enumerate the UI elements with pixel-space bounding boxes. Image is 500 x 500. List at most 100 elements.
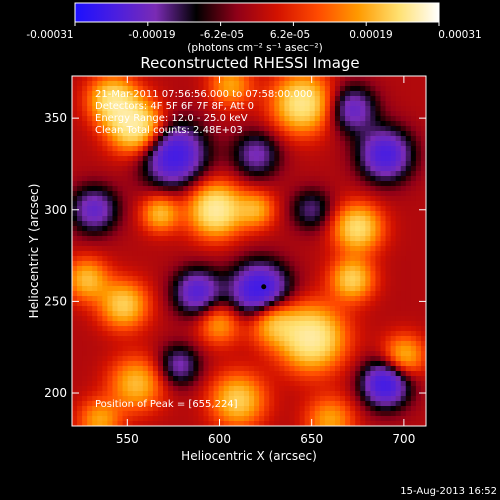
heatmap-cell: [213, 401, 220, 407]
heatmap-cell: [370, 381, 377, 387]
heatmap-cell: [178, 81, 184, 87]
heatmap-cell: [304, 366, 311, 372]
heatmap-cell: [147, 396, 154, 402]
heatmap-cell: [259, 391, 265, 397]
heatmap-cell: [360, 106, 366, 112]
heatmap-cell: [233, 141, 240, 147]
heatmap-cell: [395, 236, 402, 242]
heatmap-cell: [304, 211, 311, 217]
heatmap-cell: [183, 386, 189, 392]
heatmap-cell: [350, 101, 356, 107]
heatmap-cell: [213, 156, 220, 162]
heatmap-cell: [173, 246, 179, 252]
heatmap-cell: [188, 346, 194, 352]
heatmap-cell: [420, 321, 426, 327]
heatmap-cell: [400, 366, 407, 372]
heatmap-cell: [400, 236, 407, 242]
heatmap-cell: [324, 306, 331, 312]
heatmap-cell: [218, 296, 225, 302]
heatmap-cell: [203, 116, 210, 122]
heatmap-cell: [350, 141, 356, 147]
heatmap-cell: [97, 346, 103, 352]
heatmap-cell: [213, 101, 220, 107]
heatmap-cell: [147, 256, 154, 262]
heatmap-cell: [208, 81, 215, 87]
heatmap-cell: [183, 306, 189, 312]
heatmap-cell: [294, 331, 301, 337]
heatmap-cell: [400, 146, 407, 152]
heatmap-cell: [294, 216, 301, 222]
heatmap-cell: [324, 186, 331, 192]
heatmap-cell: [112, 366, 119, 372]
heatmap-cell: [117, 76, 124, 82]
heatmap-cell: [289, 386, 296, 392]
heatmap-cell: [183, 96, 189, 102]
heatmap-cell: [112, 321, 119, 327]
heatmap-cell: [319, 271, 326, 277]
heatmap-cell: [279, 416, 285, 422]
heatmap-cell: [127, 201, 134, 207]
heatmap-cell: [274, 91, 280, 97]
heatmap-cell: [122, 111, 129, 117]
heatmap-cell: [309, 186, 316, 192]
heatmap-cell: [112, 226, 119, 232]
heatmap-cell: [112, 286, 119, 292]
heatmap-cell: [319, 371, 326, 377]
heatmap-cell: [370, 221, 377, 227]
heatmap-cell: [314, 366, 321, 372]
heatmap-cell: [259, 316, 265, 322]
heatmap-cell: [218, 96, 225, 102]
heatmap-cell: [299, 291, 306, 297]
heatmap-cell: [107, 386, 114, 392]
heatmap-cell: [294, 421, 301, 426]
heatmap-cell: [249, 201, 255, 207]
heatmap-cell: [92, 156, 98, 162]
heatmap-cell: [385, 351, 392, 357]
heatmap-cell: [319, 346, 326, 352]
heatmap-cell: [400, 151, 407, 157]
heatmap-cell: [72, 246, 78, 252]
heatmap-cell: [168, 176, 174, 182]
heatmap-cell: [142, 366, 149, 372]
heatmap-cell: [183, 396, 189, 402]
heatmap-cell: [163, 116, 169, 122]
heatmap-cell: [365, 286, 371, 292]
heatmap-cell: [122, 141, 129, 147]
heatmap-cell: [329, 261, 336, 267]
heatmap-cell: [314, 306, 321, 312]
heatmap-cell: [82, 76, 88, 82]
heatmap-cell: [365, 391, 371, 397]
heatmap-cell: [72, 236, 78, 242]
heatmap-cell: [178, 191, 184, 197]
heatmap-cell: [259, 401, 265, 407]
heatmap-cell: [173, 296, 179, 302]
heatmap-cell: [400, 196, 407, 202]
heatmap-cell: [178, 231, 184, 237]
heatmap-cell: [289, 366, 296, 372]
heatmap-cell: [208, 411, 215, 417]
heatmap-cell: [299, 206, 306, 212]
heatmap-cell: [82, 281, 88, 287]
heatmap-cell: [107, 381, 114, 387]
heatmap-cell: [274, 226, 280, 232]
heatmap-cell: [163, 86, 169, 92]
heatmap-cell: [249, 396, 255, 402]
heatmap-cell: [294, 106, 301, 112]
heatmap-cell: [380, 111, 387, 117]
heatmap-cell: [163, 76, 169, 82]
heatmap-cell: [228, 186, 235, 192]
heatmap-cell: [117, 306, 124, 312]
heatmap-cell: [218, 236, 225, 242]
heatmap-cell: [193, 156, 200, 162]
heatmap-cell: [329, 421, 336, 426]
heatmap-cell: [405, 171, 412, 177]
heatmap-cell: [249, 296, 255, 302]
heatmap-cell: [132, 381, 139, 387]
heatmap-cell: [122, 126, 129, 132]
heatmap-cell: [309, 336, 316, 342]
heatmap-cell: [269, 201, 275, 207]
heatmap-cell: [259, 416, 265, 422]
heatmap-cell: [299, 106, 306, 112]
heatmap-cell: [238, 246, 245, 252]
heatmap-cell: [77, 286, 83, 292]
